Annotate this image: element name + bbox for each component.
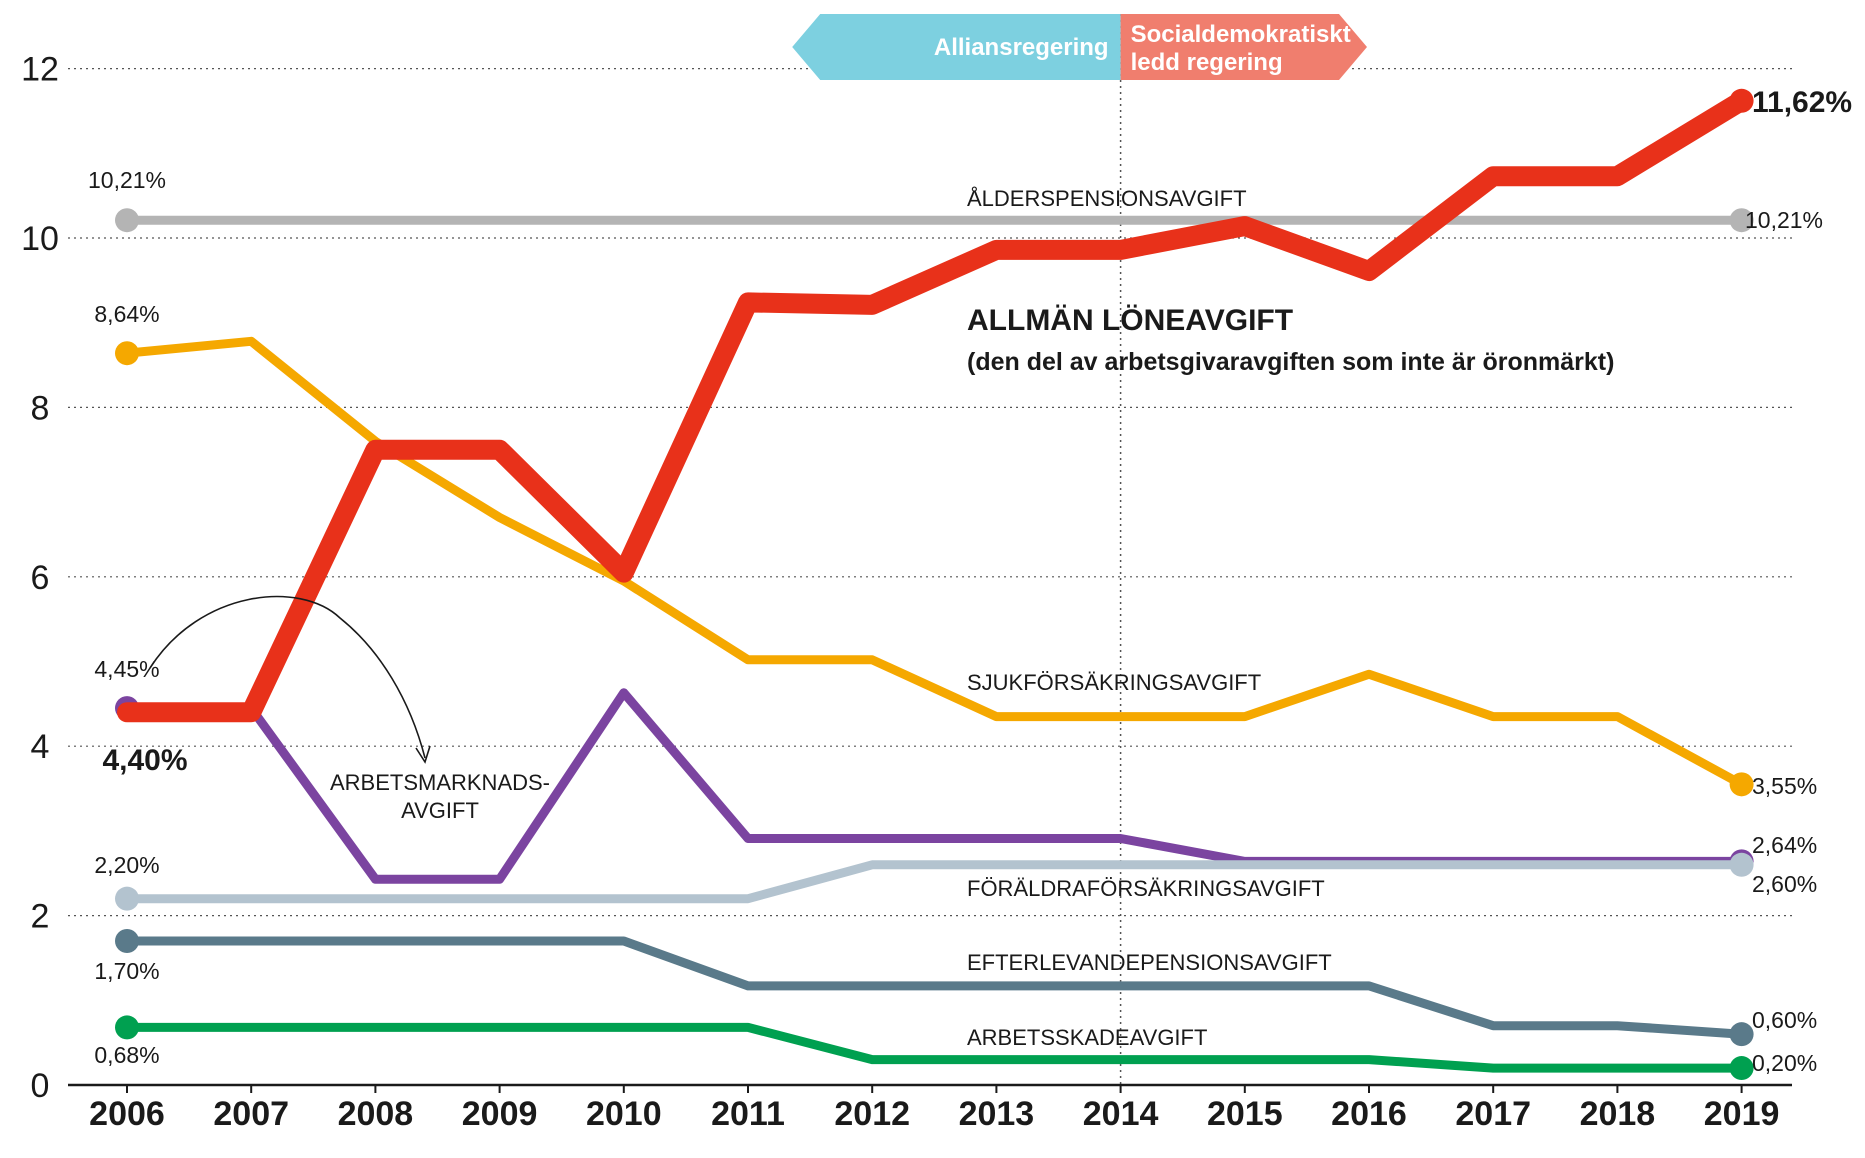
period-label-socialdemokratiskt-line1: Socialdemokratiskt bbox=[1131, 21, 1351, 48]
series-end-label: 10,21% bbox=[1745, 207, 1823, 233]
y-tick-label: 2 bbox=[31, 898, 50, 936]
callout-arrow bbox=[149, 595, 426, 759]
x-tick-label: 2017 bbox=[1455, 1095, 1531, 1133]
series-end-point bbox=[1729, 772, 1754, 797]
series-name-label: ÅLDERSPENSIONSAVGIFT bbox=[967, 186, 1247, 211]
series-end-label: 11,62% bbox=[1752, 86, 1852, 119]
annotation-main: ALLMÄN LÖNEAVGIFT bbox=[967, 304, 1293, 337]
y-tick-label: 4 bbox=[31, 728, 50, 766]
series-end-label: 0,20% bbox=[1752, 1050, 1817, 1076]
series-start-label: 10,21% bbox=[88, 167, 166, 193]
series-end-point bbox=[1729, 852, 1754, 877]
series-end-point bbox=[1729, 208, 1754, 233]
series-start-point bbox=[115, 1015, 139, 1040]
series-name-label: ARBETSSKADEAVGIFT bbox=[967, 1025, 1207, 1050]
series-start-label: 8,64% bbox=[94, 301, 159, 327]
series-name-label: ARBETSMARKNADS- bbox=[330, 770, 550, 795]
y-tick-label: 8 bbox=[31, 389, 50, 427]
series-name-label: FÖRÄLDRAFÖRSÄKRINGSAVGIFT bbox=[967, 876, 1325, 901]
series-end-point bbox=[1729, 1022, 1754, 1047]
gridlines bbox=[68, 14, 1792, 1085]
period-band-socialdemokratiskt bbox=[1120, 14, 1367, 80]
series-start-point bbox=[115, 886, 139, 911]
series-end-label: 2,64% bbox=[1752, 832, 1817, 858]
x-tick-label: 2013 bbox=[959, 1095, 1035, 1133]
series-name-label: EFTERLEVANDEPENSIONSAVGIFT bbox=[967, 950, 1332, 975]
period-label-socialdemokratiskt-line2: ledd regering bbox=[1131, 49, 1283, 76]
callout-arrowhead bbox=[415, 745, 431, 764]
y-tick-label: 10 bbox=[21, 220, 59, 258]
series-line bbox=[122, 860, 1747, 904]
x-tick-label: 2009 bbox=[462, 1095, 538, 1133]
x-tick-label: 2014 bbox=[1083, 1095, 1159, 1133]
x-tick-label: 2007 bbox=[213, 1095, 289, 1133]
series-end-label: 3,55% bbox=[1752, 773, 1817, 799]
y-tick-label: 12 bbox=[21, 51, 59, 89]
labels: ALLMÄN LÖNEAVGIFT (den del av arbetsgiva… bbox=[88, 86, 1852, 1076]
x-tick-label: 2011 bbox=[711, 1095, 785, 1133]
y-tick-label: 6 bbox=[31, 559, 50, 597]
series-start-label: 0,68% bbox=[94, 1042, 159, 1068]
x-tick-label: 2010 bbox=[586, 1095, 662, 1133]
x-tick-label: 2019 bbox=[1704, 1095, 1780, 1133]
x-tick-label: 2016 bbox=[1331, 1095, 1407, 1133]
series-end-label: 0,60% bbox=[1752, 1007, 1817, 1033]
series-end-label: 2,60% bbox=[1752, 871, 1817, 897]
period-label-alliansregering: Alliansregering bbox=[934, 34, 1109, 61]
series-lines bbox=[115, 88, 1754, 1081]
axes: 0 2 4 6 8 10 12 2006 2007 2008 2009 2010 2011 2012 201… bbox=[21, 51, 1792, 1133]
series-name-label: AVGIFT bbox=[401, 798, 479, 823]
series-start-label: 4,40% bbox=[102, 744, 187, 777]
series-start-point bbox=[115, 341, 139, 366]
series-start-label: 2,20% bbox=[94, 852, 159, 878]
series-line bbox=[117, 90, 1752, 723]
y-tick-label: 0 bbox=[31, 1067, 50, 1105]
x-tick-label: 2015 bbox=[1207, 1095, 1283, 1133]
series-start-label: 4,45% bbox=[94, 656, 159, 682]
series-end-point bbox=[1729, 1056, 1754, 1081]
period-band-alliansregering bbox=[792, 14, 1121, 80]
series-name-label: SJUKFÖRSÄKRINGSAVGIFT bbox=[967, 670, 1261, 695]
series-line bbox=[122, 936, 1747, 1039]
series-line bbox=[122, 1022, 1747, 1073]
x-tick-label: 2018 bbox=[1580, 1095, 1656, 1133]
annotation-sub: (den del av arbetsgivaravgiften som inte… bbox=[967, 348, 1614, 376]
series-start-point bbox=[115, 208, 139, 233]
x-tick-label: 2006 bbox=[89, 1095, 165, 1133]
x-tick-label: 2008 bbox=[338, 1095, 414, 1133]
series-start-point bbox=[115, 929, 139, 954]
series-end-point bbox=[1729, 88, 1754, 113]
x-tick-label: 2012 bbox=[834, 1095, 910, 1133]
series-start-label: 1,70% bbox=[94, 958, 159, 984]
